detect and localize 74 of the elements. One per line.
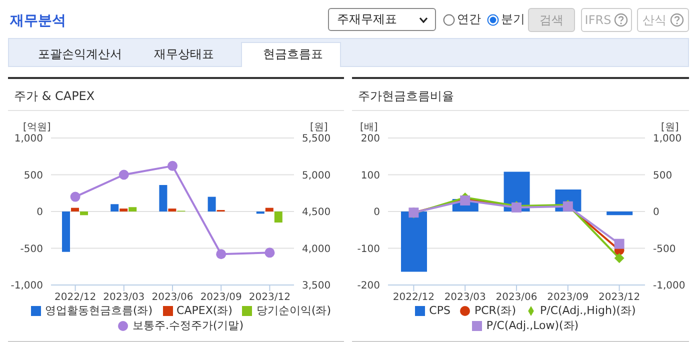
y-axis-title: [억원] xyxy=(23,121,51,134)
text: 재무분석 xyxy=(10,12,66,30)
point xyxy=(118,170,129,180)
y2-tick-label: 4,500 xyxy=(302,207,331,218)
y2-tick-label: 5,000 xyxy=(302,170,331,182)
text: 검색 xyxy=(528,8,575,32)
chart-title: 주가현금흐름비율 xyxy=(358,88,454,105)
y2-tick-label: -500 xyxy=(653,244,676,255)
point xyxy=(614,253,624,264)
text: IFRS xyxy=(581,8,632,32)
point xyxy=(216,249,226,260)
x-tick-label: 2023/06 xyxy=(496,292,538,304)
legend-label: P/C(Adj.,High)(좌) xyxy=(540,304,636,317)
y-axis-title: [배] xyxy=(360,121,378,134)
legend-label: 보통주.수정주가(기말) xyxy=(132,319,244,332)
y-tick-label: -100 xyxy=(357,244,380,255)
point xyxy=(264,248,275,258)
y-tick-label: -200 xyxy=(357,280,380,292)
x-tick-label: 2022/12 xyxy=(54,292,96,304)
point xyxy=(70,192,80,202)
y2-tick-label: 3,500 xyxy=(302,280,331,292)
bar xyxy=(159,185,168,212)
y-tick-label: -1,000 xyxy=(10,280,43,292)
text: 연간 xyxy=(457,11,481,28)
text: 산식 xyxy=(637,8,689,32)
y2-tick-label: 4,000 xyxy=(302,244,331,255)
bar xyxy=(208,196,216,212)
text: 포괄손익계산서 xyxy=(38,46,122,63)
y-tick-label: 1,000 xyxy=(14,134,43,145)
text: 분기 xyxy=(501,11,525,28)
y-tick-label: 0 xyxy=(36,207,43,218)
text: 주재무제표 xyxy=(328,8,436,31)
bar xyxy=(80,212,88,216)
bar xyxy=(274,212,282,223)
bar xyxy=(71,208,79,212)
bar xyxy=(265,208,274,212)
x-tick-label: 2023/12 xyxy=(598,292,640,304)
y-tick-label: 500 xyxy=(24,170,43,182)
bar xyxy=(606,212,633,216)
x-tick-label: 2022/12 xyxy=(392,292,434,304)
text: 재무상태표 xyxy=(154,46,214,63)
x-tick-label: 2023/03 xyxy=(444,292,486,304)
y2-axis-title: [원] xyxy=(310,121,328,134)
legend-label: 영업활동현금흐름(좌) xyxy=(44,304,153,317)
y-tick-label: 200 xyxy=(360,134,380,145)
bar xyxy=(120,208,128,212)
x-tick-label: 2023/03 xyxy=(103,292,145,304)
chart-title: 주가 & CAPEX xyxy=(14,88,95,105)
y2-tick-label: 5,500 xyxy=(302,134,331,145)
legend-label: PCR(좌) xyxy=(474,304,516,317)
bar xyxy=(62,212,70,252)
y-tick-label: 100 xyxy=(360,170,380,182)
x-tick-label: 2023/09 xyxy=(200,292,242,304)
bar xyxy=(110,204,119,212)
legend-label: CAPEX(좌) xyxy=(176,304,232,317)
y-tick-label: 0 xyxy=(374,207,380,218)
text: 현금흐름표 xyxy=(263,46,323,63)
bar xyxy=(168,208,176,212)
legend-label: P/C(Adj.,Low)(좌) xyxy=(486,319,579,332)
y2-axis-title: [원] xyxy=(661,121,679,134)
bar xyxy=(128,207,137,212)
x-tick-label: 2023/09 xyxy=(547,292,589,304)
y2-tick-label: -1,000 xyxy=(653,280,686,292)
y2-tick-label: 0 xyxy=(653,207,660,218)
point xyxy=(614,238,624,249)
y2-tick-label: 1,000 xyxy=(653,134,682,145)
y-tick-label: -500 xyxy=(20,244,43,255)
legend-label: 당기순이익(좌) xyxy=(256,304,332,317)
bar xyxy=(401,212,427,272)
legend-label: CPS xyxy=(429,304,450,317)
point xyxy=(168,160,178,171)
x-tick-label: 2023/06 xyxy=(152,292,194,304)
x-tick-label: 2023/12 xyxy=(248,292,290,304)
y2-tick-label: 500 xyxy=(653,170,672,182)
